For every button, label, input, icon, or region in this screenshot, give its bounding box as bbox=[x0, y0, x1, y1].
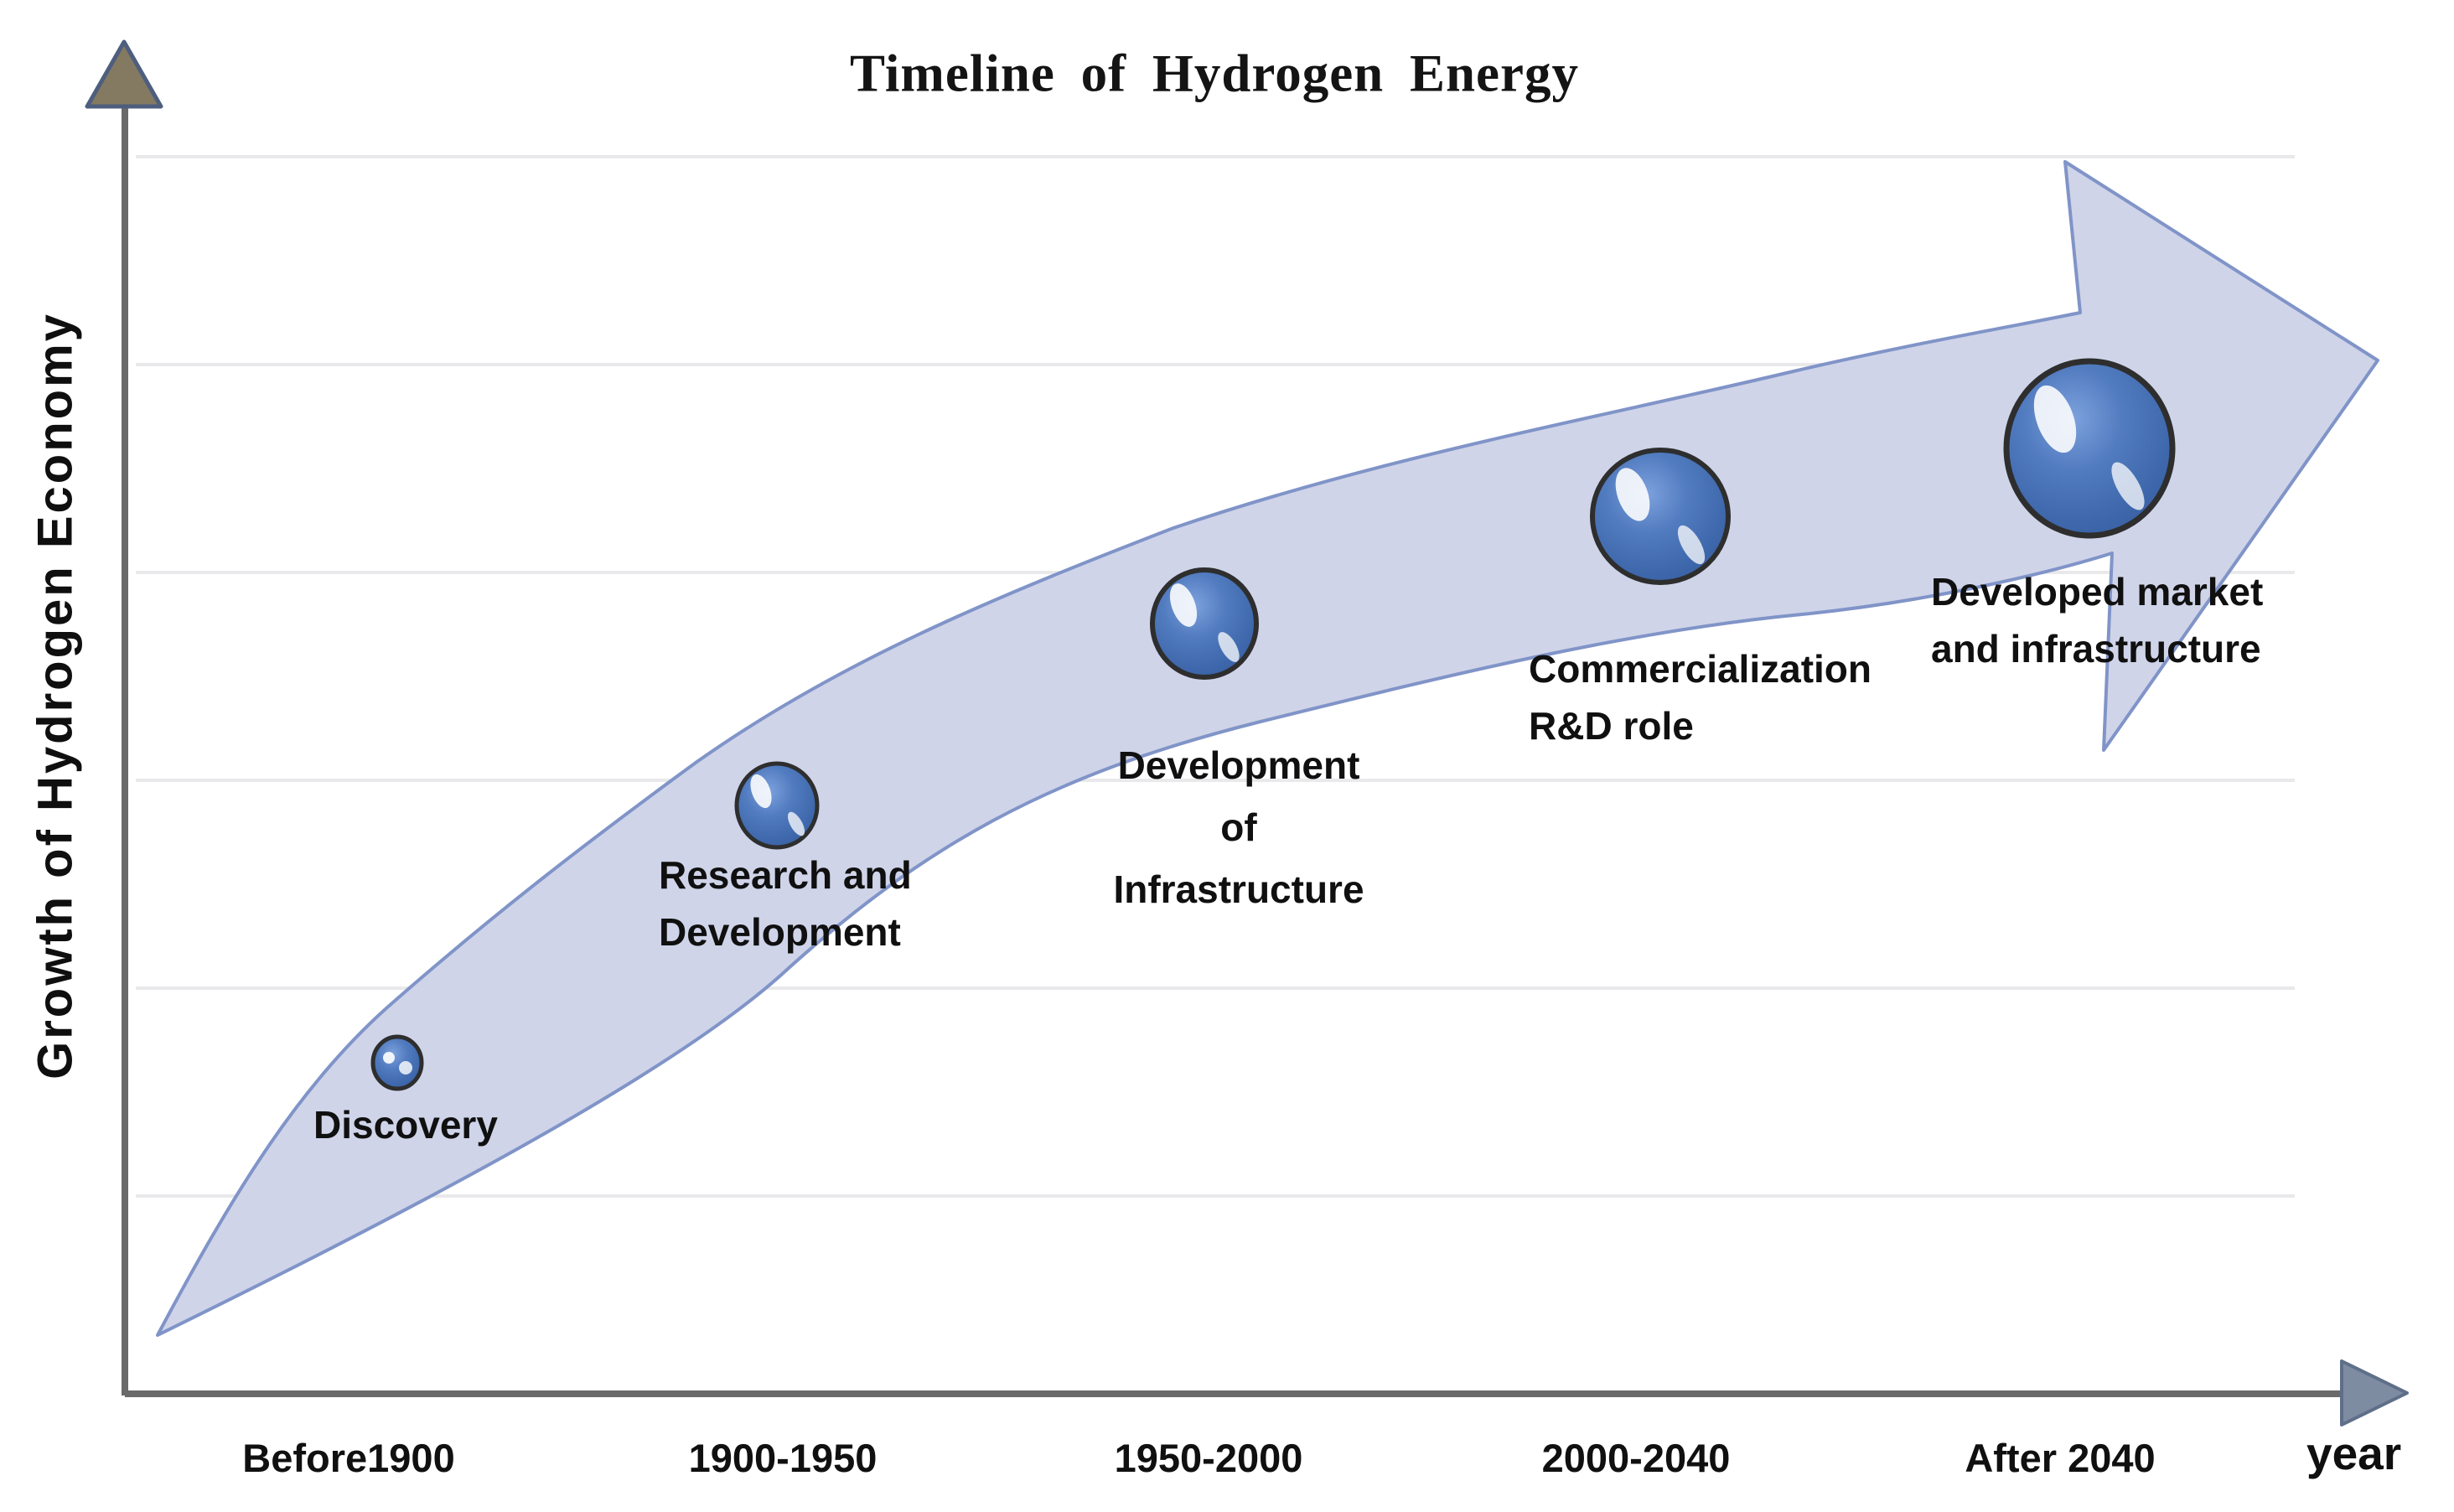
bubble-commercialization bbox=[1590, 448, 1731, 585]
stage-label-line: Infrastructure bbox=[1113, 867, 1364, 911]
y-axis-label: Growth of Hydrogen Economy bbox=[28, 312, 83, 1080]
x-tick-1950-2000: 1950-2000 bbox=[1114, 1436, 1303, 1480]
stage-label-line: R&D role bbox=[1529, 704, 1694, 748]
bubble-discovery bbox=[370, 1034, 424, 1091]
stage-label-discovery: Discovery bbox=[313, 1096, 498, 1153]
stage-label-line: Developed market bbox=[1931, 570, 2264, 614]
stage-label-research-and-development: Research and Development bbox=[659, 847, 912, 961]
bubble-development-of-infrastructure bbox=[1150, 567, 1259, 680]
stage-label-developed-market: Developed market and infrastructure bbox=[1931, 563, 2263, 677]
growth-arrow-band bbox=[156, 160, 2379, 1337]
x-tick-before-1900: Before1900 bbox=[242, 1436, 455, 1480]
stage-label-line: Development bbox=[659, 910, 901, 954]
stage-label-line: Research and bbox=[659, 853, 912, 897]
chart-title: Timeline of Hydrogen Energy bbox=[850, 44, 1579, 103]
stage-label-line: Discovery bbox=[313, 1103, 498, 1147]
x-axis-arrowhead-icon bbox=[2340, 1359, 2409, 1427]
x-tick-after-2040: After 2040 bbox=[1965, 1436, 2156, 1480]
x-axis-label: year bbox=[2306, 1427, 2402, 1479]
stage-label-commercialization: Commercialization R&D role bbox=[1529, 640, 1872, 754]
y-axis-arrowhead-icon bbox=[85, 39, 163, 109]
bubble-developed-market bbox=[2003, 358, 2176, 539]
x-tick-2000-2040: 2000-2040 bbox=[1541, 1436, 1731, 1480]
stage-label-line: Development bbox=[1117, 743, 1360, 787]
stage-label-development-of-infrastructure: Development of Infrastructure bbox=[1071, 734, 1406, 920]
bubble-research-and-development bbox=[734, 761, 820, 850]
stage-label-line: Commercialization bbox=[1529, 647, 1872, 691]
stage-label-line: and infrastructure bbox=[1931, 627, 2261, 671]
x-tick-1900-1950: 1900-1950 bbox=[688, 1436, 878, 1480]
stage-label-line: of bbox=[1220, 805, 1257, 849]
